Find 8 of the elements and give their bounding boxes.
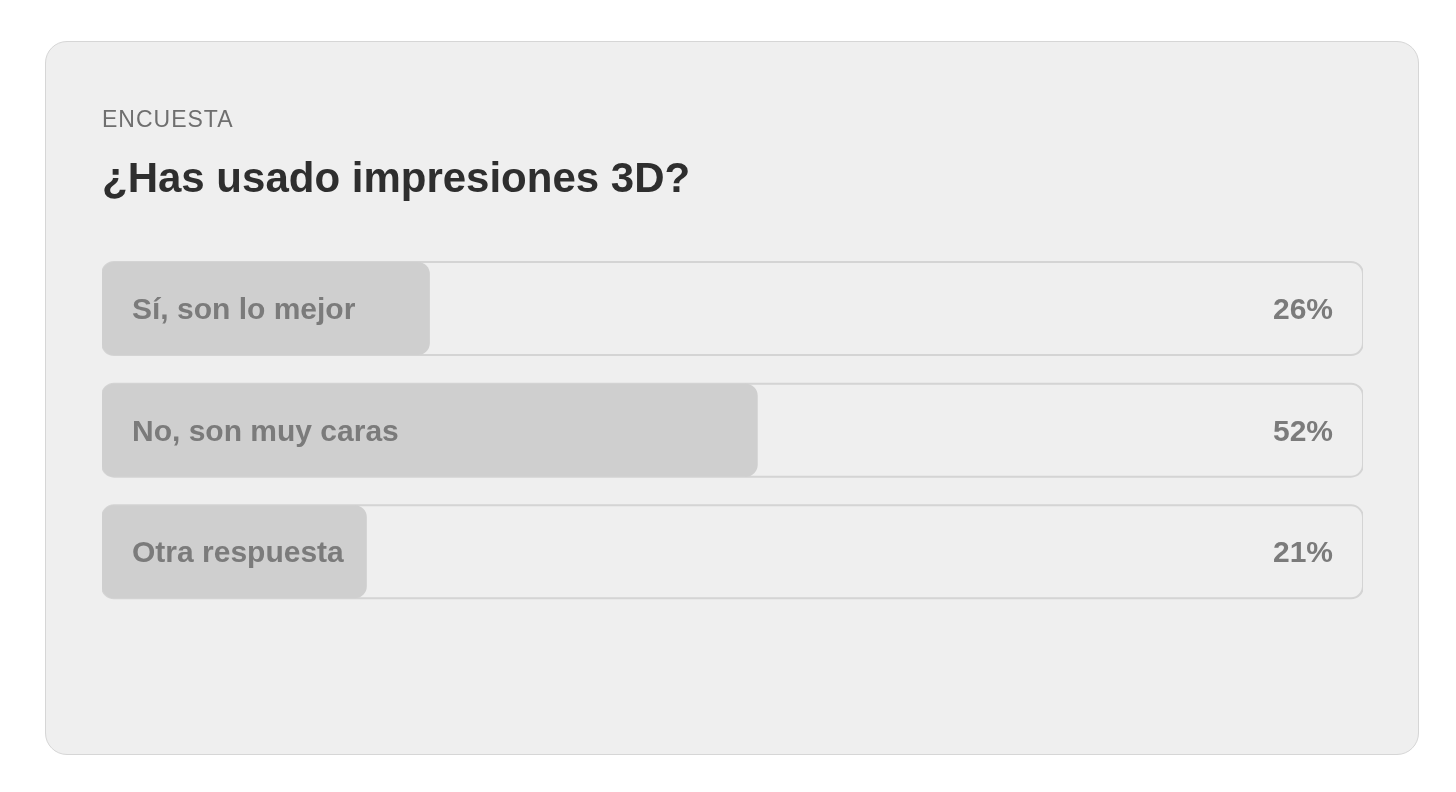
y-tick-label: No, son muy caras (132, 413, 399, 447)
y-tick-label: Sí, son lo mejor (132, 292, 356, 325)
data-label: 52% (1272, 413, 1333, 447)
y-tick-label: Otra respuesta (132, 535, 345, 569)
data-label: 21% (1272, 535, 1333, 569)
chart-subtitle: ENCUESTA (102, 106, 234, 133)
data-label: 26% (1272, 292, 1333, 325)
chart-title: ¿Has usado impresiones 3D? (102, 154, 691, 202)
